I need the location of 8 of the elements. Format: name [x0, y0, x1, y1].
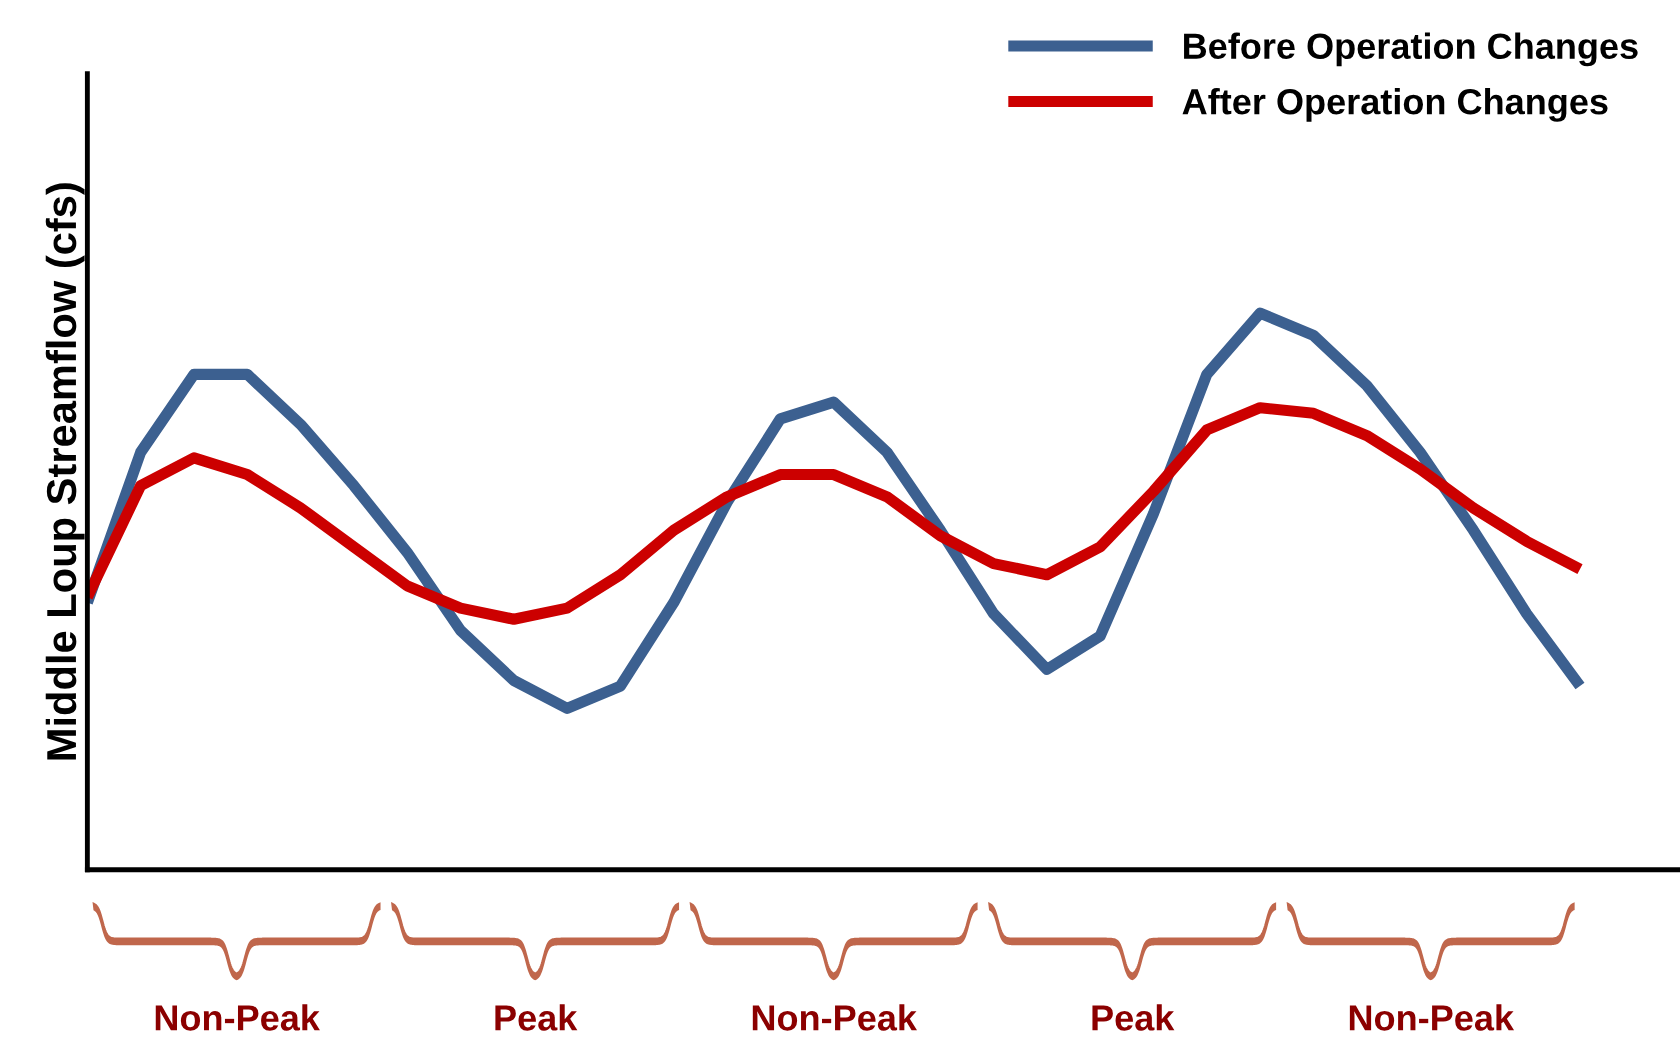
text: Non-Peak — [1349, 1004, 1515, 1031]
text: Peak — [495, 1004, 578, 1031]
text: Peak — [1092, 1004, 1175, 1031]
legend-label: After Operation Changes — [1182, 87, 1608, 122]
y-axis-title: Middle Loup Streamflow (cfs) — [45, 183, 85, 760]
text: Non-Peak — [155, 1004, 320, 1031]
legend-label: Before Operation Changes — [1184, 32, 1638, 67]
text: Non-Peak — [752, 1004, 917, 1031]
